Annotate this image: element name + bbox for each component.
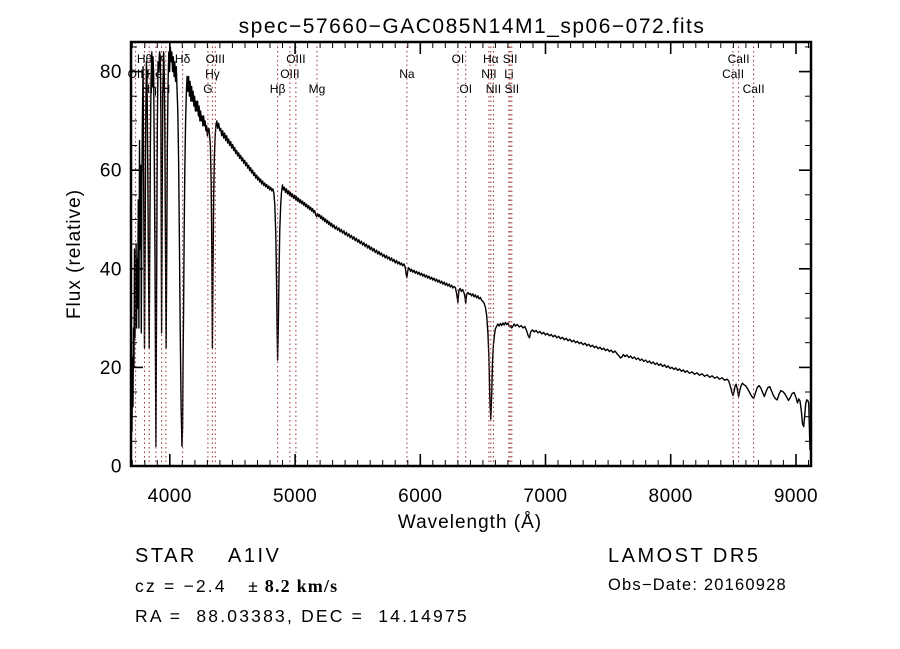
y-tick-label: 20 (100, 358, 122, 379)
spectral-line-label-H-3969: H (162, 82, 171, 96)
spectral-line-label-Hη-3835: Hη (142, 82, 157, 96)
spectral-line-label-Hδ-4102: Hδ (175, 52, 191, 66)
x-axis-label: Wavelength (Å) (398, 512, 542, 533)
cz-error-text: ± 8.2 km/s (248, 576, 338, 596)
spectral-line-label-Hα-6563: Hα (483, 52, 499, 66)
spectral-line-label-SII-6717: SII (503, 52, 518, 66)
object-class-text: STAR A1IV (135, 545, 281, 567)
tick-labels-layer: 4000 5000 6000 7000 8000 9000 0 20 40 60 80 (100, 62, 818, 507)
y-tick-label: 0 (111, 457, 122, 478)
spectral-line-label-OI-6300: OI (452, 52, 465, 66)
spectral-line-label-Na-5893: Na (399, 67, 415, 81)
x-tick-label: 7000 (523, 486, 567, 507)
y-axis-label: Flux (relative) (64, 189, 85, 319)
ra-dec-text: RA = 88.03383, DEC = 14.14975 (135, 606, 469, 626)
y-tick-label: 80 (100, 62, 122, 83)
x-tick-label: 8000 (649, 486, 693, 507)
x-tick-label: 5000 (273, 486, 317, 507)
y-tick-label: 40 (100, 259, 122, 280)
spectral-line-label-NII-6584: NII (486, 82, 501, 96)
x-tick-label: 9000 (774, 486, 818, 507)
spectral-line-label-OIII-5007: OIII (286, 52, 305, 66)
spectral-line-label-Hγ-4340: Hγ (205, 67, 220, 81)
spectral-line-markers-layer (135, 42, 755, 466)
spectral-line-label-HeI-3889: HeI (147, 67, 166, 81)
spectral-line-label-CaII-8498: CaII (722, 67, 744, 81)
spectral-line-label-Hθ-3798: Hθ (137, 52, 153, 66)
spectral-line-label-Hβ-4861: Hβ (270, 82, 286, 96)
cz-value-text: cz = −2.4 (135, 576, 234, 596)
spectrum-layer (131, 46, 811, 451)
plot-border (129, 40, 813, 468)
spectral-line-labels-layer: OIIHθHηHeIKHHδGHγOIIIHβOIIIOIIIMgNaOIOIN… (128, 52, 765, 96)
spectral-line-label-NII-6548: NII (481, 67, 496, 81)
survey-label: LAMOST DR5 (608, 545, 760, 567)
spectral-line-label-K-3934: K (158, 52, 166, 66)
spectral-line-label-OIII-4959: OIII (280, 67, 299, 81)
x-tick-label: 4000 (148, 486, 192, 507)
spectrum-path (131, 46, 811, 451)
y-tick-label: 60 (100, 161, 122, 182)
spectral-line-label-SII-6731: SII (504, 82, 519, 96)
obs-date-text: Obs−Date: 20160928 (608, 576, 787, 594)
spectral-line-label-OIII-4363: OIII (206, 52, 225, 66)
spectral-line-label-CaII-8662: CaII (743, 82, 765, 96)
ticks-layer (131, 42, 811, 467)
spectral-line-label-CaII-8542: CaII (728, 52, 750, 66)
spectral-line-label-Mg-5175: Mg (309, 82, 326, 96)
spectral-line-label-G-4304: G (203, 82, 212, 96)
spectral-line-label-Li-6708: Li (504, 67, 513, 81)
spectral-line-label-OI-6363: OI (459, 82, 472, 96)
x-tick-label: 6000 (398, 486, 442, 507)
plot-title: spec−57660−GAC085N14M1_sp06−072.fits (239, 15, 706, 38)
